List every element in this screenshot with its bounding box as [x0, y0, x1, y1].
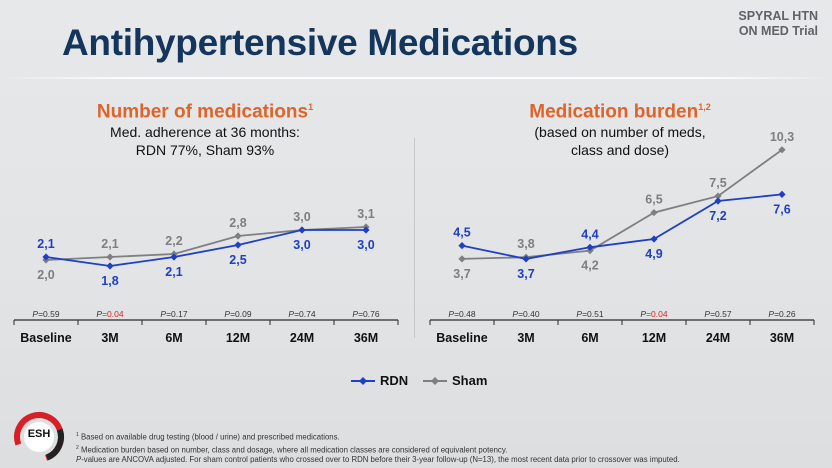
chart1-p-value: P=0.17 [160, 309, 187, 319]
chart2-sham-point [650, 208, 658, 217]
chart2-category-label: 6M [581, 331, 598, 345]
chart2-p-value: P=0.04 [640, 309, 667, 319]
left-panel-subtitle-1: Med. adherence at 36 months: [110, 124, 300, 141]
chart2-category-label: 3M [517, 331, 534, 345]
chart1-rdn-value-label: 2,5 [229, 253, 246, 267]
slide-title: Antihypertensive Medications [62, 22, 578, 63]
chart2-rdn-value-label: 7,6 [773, 202, 790, 216]
chart1-rdn-value-label: 3,0 [293, 238, 310, 252]
legend-sham-marker [423, 377, 447, 385]
chart2-sham-point [714, 192, 722, 200]
chart1-p-value: P=0.04 [96, 309, 123, 319]
chart1-category-label: 6M [165, 331, 182, 345]
chart2-rdn-value-label: 3,7 [517, 267, 534, 281]
trial-tag: SPYRAL HTN ON MED Trial [678, 9, 818, 39]
legend-sham-label: Sham [452, 373, 488, 388]
right-panel-subtitle-1: (based on number of meds, [534, 124, 706, 141]
chart2-category-label: 24M [706, 331, 730, 345]
chart1-rdn-point [42, 253, 50, 261]
chart2-category-label: Baseline [436, 331, 487, 345]
chart1-sham-point [234, 232, 242, 240]
chart2-rdn-value-label: 4,5 [453, 226, 470, 240]
chart2-p-value: P=0.26 [768, 309, 795, 319]
chart2-rdn-value-label: 4,4 [581, 227, 598, 241]
left-panel-heading: Number of medications1 Med. adherence at… [50, 96, 360, 159]
chart2-p-value: P=0.40 [512, 309, 539, 319]
trial-tag-line2: ON MED Trial [738, 24, 818, 38]
chart1-rdn-value-label: 2,1 [37, 237, 54, 251]
chart2-rdn-point [650, 235, 658, 243]
esh-logo: ESH [12, 410, 66, 464]
footnotes: 1 Based on available drug testing (blood… [76, 430, 816, 465]
chart2-category-label: 36M [770, 331, 794, 345]
chart2-category-label: 12M [642, 331, 666, 345]
chart2-p-value: P=0.57 [704, 309, 731, 319]
chart1-category-label: Baseline [20, 331, 71, 345]
chart1-rdn-point [106, 262, 114, 270]
chart1-sham-point [106, 253, 114, 261]
chart1-sham-value-label: 3,1 [357, 207, 374, 221]
chart2-rdn-point [714, 197, 722, 205]
chart1-p-value: P=0.09 [224, 309, 251, 319]
chart2-rdn-value-label: 7,2 [709, 209, 726, 223]
chart2-sham-point [778, 146, 786, 154]
chart1-category-label: 36M [354, 331, 378, 345]
chart1-rdn-point [362, 226, 370, 234]
trial-tag-line1: SPYRAL HTN [738, 9, 818, 23]
legend: RDN Sham [340, 371, 540, 391]
chart2-sham-value-label: 10,3 [770, 130, 794, 144]
chart1-rdn-point [170, 253, 178, 261]
chart1-sham-line [45, 226, 367, 261]
chart2-rdn-line [461, 193, 783, 260]
chart1-rdn-value-label: 1,8 [101, 274, 118, 288]
chart1-rdn-point [298, 226, 306, 234]
chart1-p-value: P=0.76 [352, 309, 379, 319]
chart1-sham-value-label: 3,0 [293, 210, 310, 224]
chart2-sham-value-label: 3,7 [453, 267, 470, 281]
footnote-pvalues: P-values are ANCOVA adjusted. For sham c… [76, 455, 680, 465]
chart1-category-label: 3M [101, 331, 118, 345]
esh-logo-text: ESH [27, 428, 51, 440]
legend-rdn-label: RDN [380, 373, 409, 388]
chart2-p-value: P=0.48 [448, 309, 475, 319]
left-panel-title: Number of medications1 [96, 101, 314, 123]
left-panel-subtitle-2: RDN 77%, Sham 93% [135, 142, 275, 159]
chart2-sham-value-label: 7,5 [709, 176, 726, 190]
chart1-p-value: P=0.59 [32, 309, 59, 319]
chart1-rdn-line [45, 229, 366, 267]
chart1-sham-value-label: 2,2 [165, 234, 182, 248]
title-rule [0, 77, 832, 79]
chart2-rdn-point [458, 242, 466, 250]
chart2-sham-value-label: 4,2 [581, 259, 598, 273]
footnote-2: 2 Medication burden based on number, cla… [76, 444, 508, 455]
chart1-rdn-value-label: 3,0 [357, 238, 374, 252]
chart1-category-label: 12M [226, 331, 250, 345]
chart2-rdn-point [522, 255, 530, 263]
chart1-sham-value-label: 2,8 [229, 216, 246, 230]
esh-logo-mark [14, 412, 64, 462]
chart2-rdn-point [586, 243, 594, 251]
chart1-sham-value-label: 2,1 [101, 237, 118, 251]
chart2-rdn-value-label: 4,9 [645, 247, 662, 261]
right-panel-title-sup: 1,2 [698, 102, 711, 112]
chart2-sham-value-label: 3,8 [517, 237, 534, 251]
right-panel-title: Medication burden1,2 [529, 101, 711, 123]
chart2-sham-value-label: 6,5 [645, 193, 662, 207]
chart2-rdn-point [778, 190, 786, 199]
chart2-sham-point [458, 255, 466, 263]
chart2-p-value: P=0.51 [576, 309, 603, 319]
panel-divider [414, 138, 415, 338]
chart1-rdn-point [234, 241, 242, 249]
chart1-p-value: P=0.74 [288, 309, 315, 319]
footnote-1: 1 Based on available drug testing (blood… [76, 432, 340, 442]
left-panel-title-sup: 1 [308, 102, 314, 112]
chart1-category-label: 24M [290, 331, 314, 345]
right-panel-heading: Medication burden1,2 (based on number of… [470, 96, 770, 159]
right-panel-subtitle-2: class and dose) [570, 142, 670, 159]
chart1-sham-value-label: 2,0 [37, 268, 54, 282]
legend-rdn-marker [351, 377, 375, 385]
chart1-rdn-value-label: 2,1 [165, 265, 182, 279]
